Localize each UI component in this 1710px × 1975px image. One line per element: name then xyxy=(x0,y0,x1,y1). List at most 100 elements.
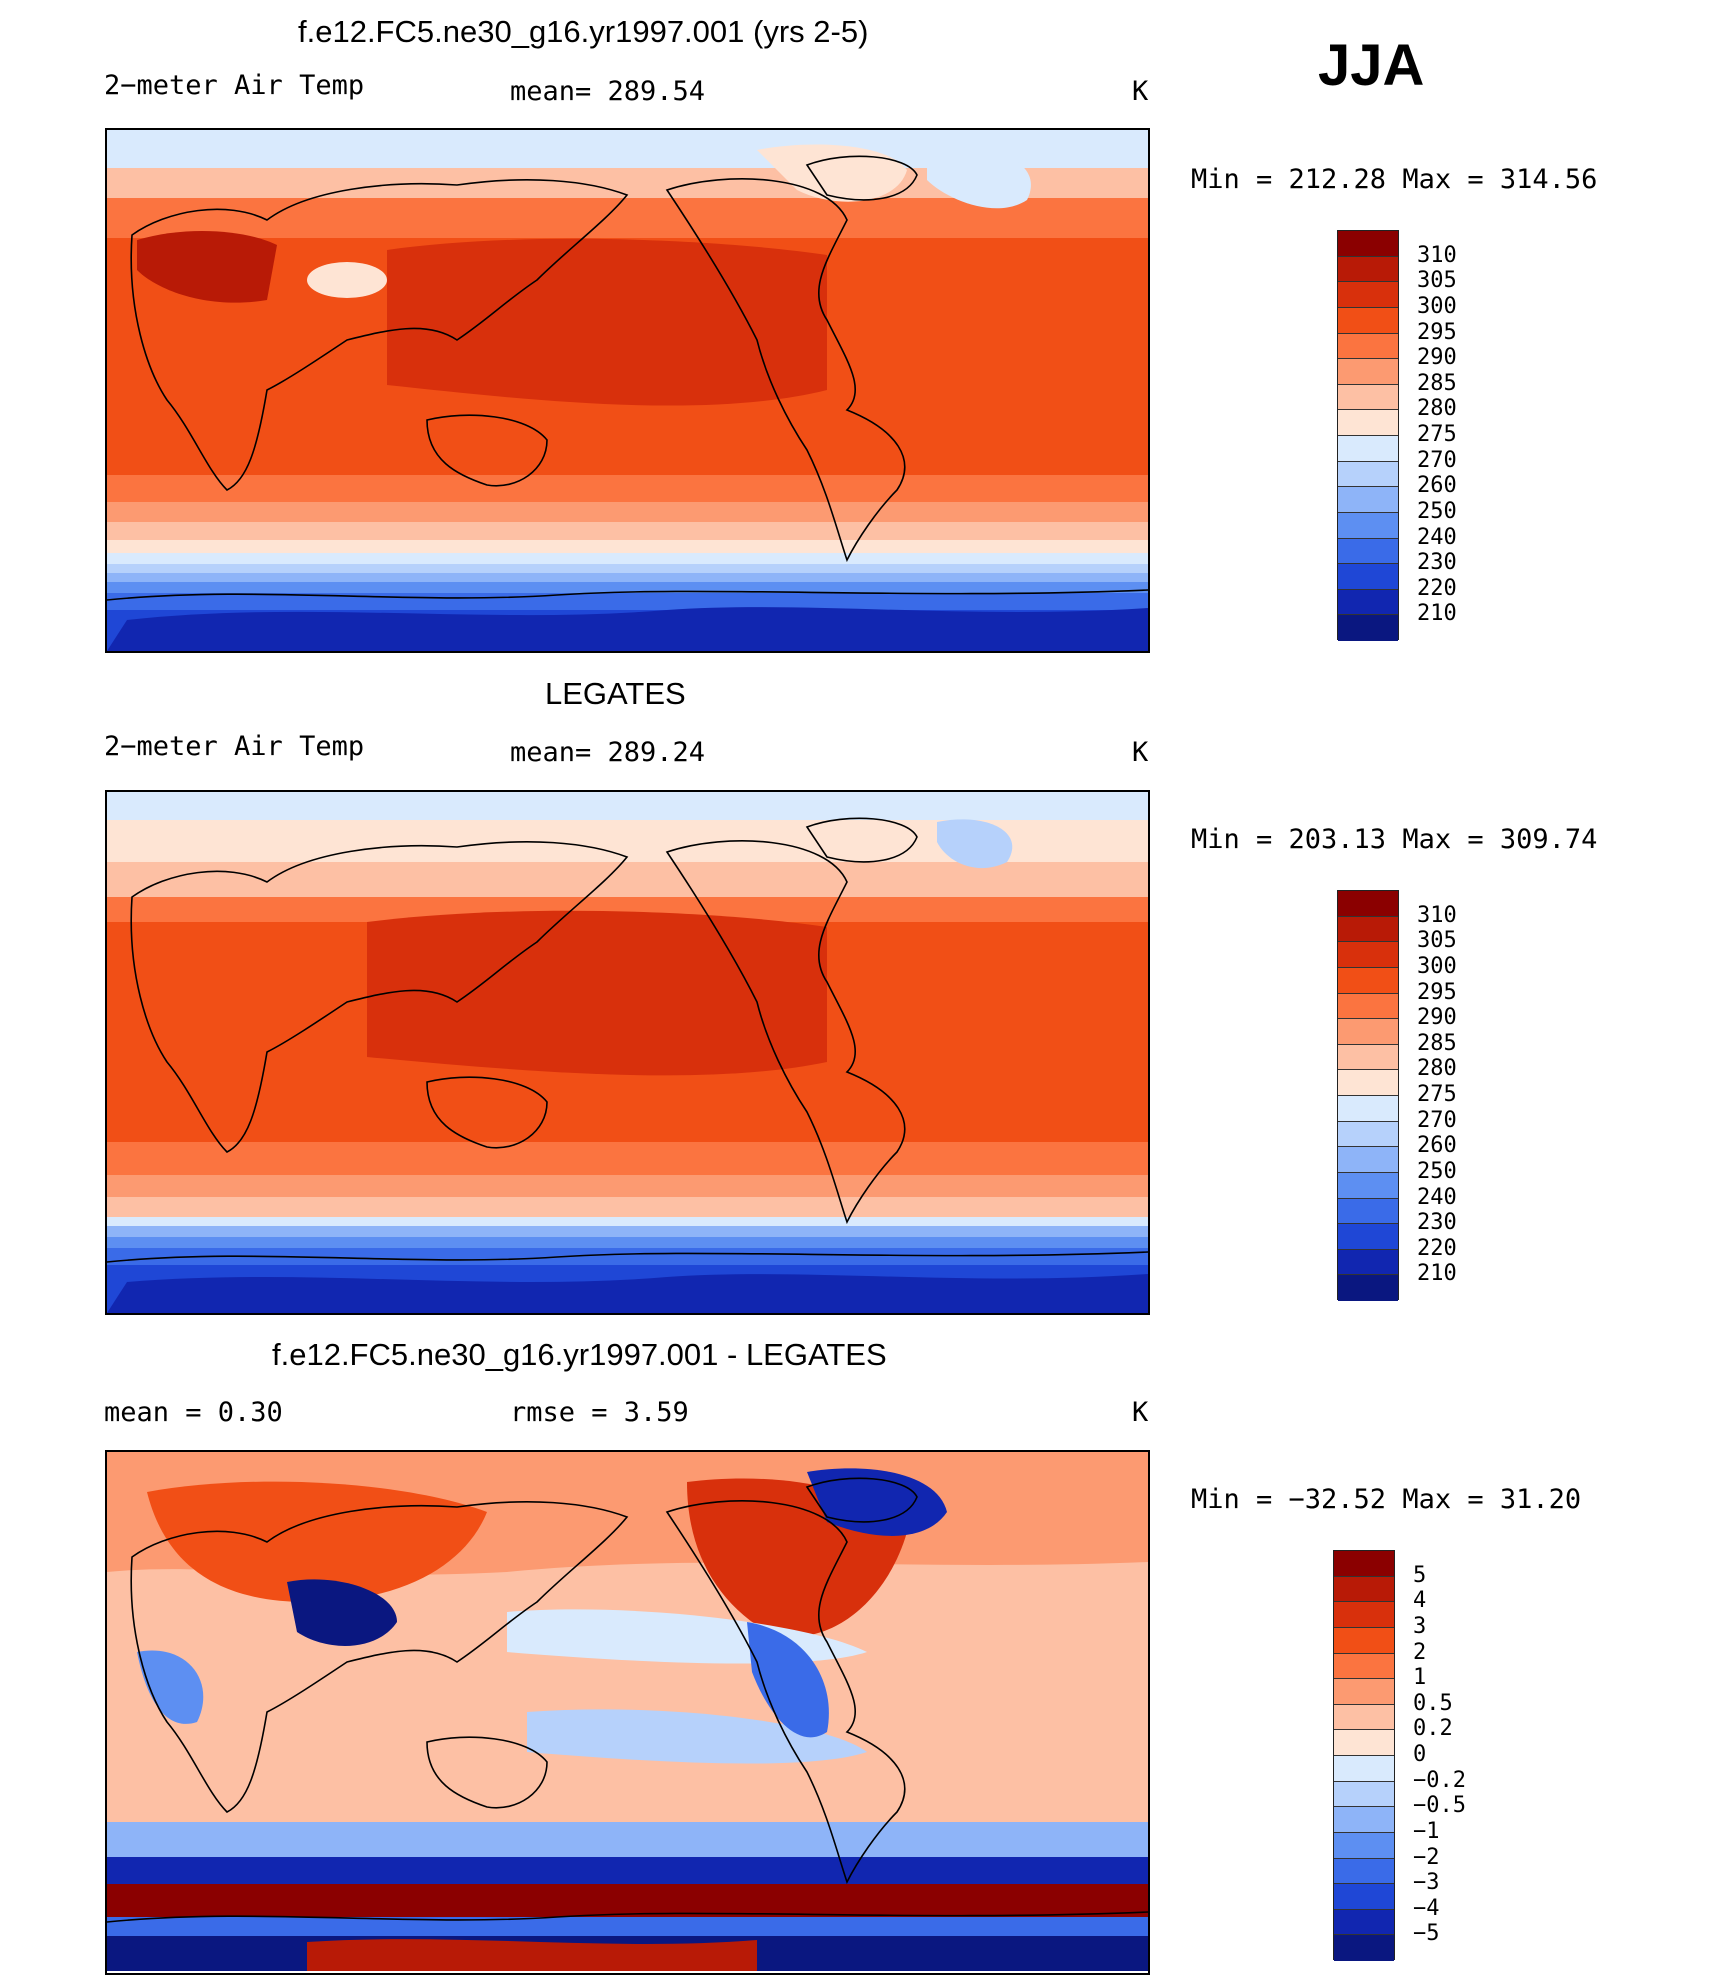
colorbar-tick-label: −0.2 xyxy=(1413,1767,1466,1793)
colorbar: 310 305 300 295 290 285 280 275 270 260 250 240 230 2… xyxy=(1337,230,1517,645)
colorbar-swatch xyxy=(1338,589,1398,616)
colorbar-swatch xyxy=(1334,1909,1394,1936)
colorbar-swatch xyxy=(1334,1807,1394,1833)
colorbar-swatch xyxy=(1338,1198,1398,1225)
colorbar-tick-label: 2 xyxy=(1413,1639,1427,1665)
colorbar-swatch xyxy=(1338,384,1398,411)
colorbar-swatch xyxy=(1338,461,1398,488)
colorbar-tick-label: 0.5 xyxy=(1413,1690,1453,1716)
colorbar-tick-label: 300 xyxy=(1417,293,1457,319)
colorbar-swatch xyxy=(1338,916,1398,943)
panel-title: f.e12.FC5.ne30_g16.yr1997.001 (yrs 2-5) xyxy=(298,14,869,49)
colorbar-tick-label: −5 xyxy=(1413,1921,1440,1947)
colorbar-swatch xyxy=(1334,1653,1394,1680)
colorbar-tick-label: 310 xyxy=(1417,242,1457,268)
colorbar-tick-label: 220 xyxy=(1417,575,1457,601)
colorbar-tick-label: 230 xyxy=(1417,1210,1457,1236)
colorbar-tick-label: −3 xyxy=(1413,1870,1440,1896)
mean-label: mean= 289.24 xyxy=(510,737,706,768)
colorbar-swatch xyxy=(1338,1172,1398,1199)
colorbar-swatch xyxy=(1334,1781,1394,1808)
colorbar: 310 305 300 295 290 285 280 275 270 260 250 240 230 2… xyxy=(1337,890,1517,1305)
colorbar-swatch xyxy=(1338,410,1398,436)
units-label: K xyxy=(1132,1397,1149,1428)
colorbar-tick-label: 275 xyxy=(1417,1082,1457,1107)
colorbar-swatch xyxy=(1334,1884,1394,1910)
colorbar-tick-label: 290 xyxy=(1417,1005,1457,1031)
colorbar-tick-label: 305 xyxy=(1417,268,1457,294)
colorbar-swatch xyxy=(1338,256,1398,283)
colorbar-swatch xyxy=(1334,1679,1394,1705)
colorbar-tick-label: 305 xyxy=(1417,928,1457,954)
colorbar-swatch xyxy=(1338,282,1398,308)
colorbar-tick-label: 275 xyxy=(1417,422,1457,447)
colorbar-swatches xyxy=(1333,1550,1395,1961)
colorbar-swatch xyxy=(1338,615,1398,641)
colorbar-tick-label: 295 xyxy=(1417,319,1457,345)
panel-title: f.e12.FC5.ne30_g16.yr1997.001 - LEGATES xyxy=(272,1337,887,1372)
colorbar-swatch xyxy=(1338,487,1398,513)
variable-label: 2−meter Air Temp xyxy=(104,70,365,101)
colorbar-swatch xyxy=(1338,512,1398,539)
rmse-label: rmse = 3.59 xyxy=(510,1397,689,1428)
colorbar-tick-label: 290 xyxy=(1417,345,1457,371)
colorbar-tick-label: 240 xyxy=(1417,524,1457,550)
colorbar-tick-label: 4 xyxy=(1413,1588,1427,1614)
colorbar-tick-label: −0.5 xyxy=(1413,1793,1466,1819)
colorbar-tick-label: −1 xyxy=(1413,1818,1440,1844)
colorbar-tick-label: 270 xyxy=(1417,1107,1457,1133)
colorbar-swatch xyxy=(1338,333,1398,360)
season-label: JJA xyxy=(1318,33,1425,98)
colorbar-tick-label: 285 xyxy=(1417,1030,1457,1056)
colorbar-swatch xyxy=(1334,1551,1394,1577)
colorbar-swatch xyxy=(1334,1730,1394,1756)
colorbar-swatch xyxy=(1334,1602,1394,1628)
colorbar: 5 4 3 2 1 0.5 0.2 0 −0.2 −0.5 −1 −2 −3 −4 −5 xyxy=(1333,1550,1513,1965)
colorbar-tick-label: 0 xyxy=(1413,1742,1427,1767)
range-label: Min = 203.13 Max = 309.74 xyxy=(1191,824,1598,855)
colorbar-swatch xyxy=(1334,1576,1394,1603)
colorbar-swatches xyxy=(1337,230,1399,641)
colorbar-tick-label: 260 xyxy=(1417,1133,1457,1159)
map-field xyxy=(107,130,1148,651)
colorbar-swatch xyxy=(1334,1832,1394,1859)
colorbar-swatch xyxy=(1338,538,1398,565)
colorbar-swatch xyxy=(1338,564,1398,590)
colorbar-tick-label: 0.2 xyxy=(1413,1716,1453,1742)
colorbar-swatch xyxy=(1338,359,1398,385)
colorbar-swatch xyxy=(1338,1070,1398,1096)
colorbar-swatch xyxy=(1338,993,1398,1020)
units-label: K xyxy=(1132,76,1149,107)
colorbar-swatch xyxy=(1338,891,1398,917)
range-label: Min = −32.52 Max = 31.20 xyxy=(1191,1484,1582,1515)
colorbar-tick-label: 220 xyxy=(1417,1235,1457,1261)
colorbar-tick-label: 210 xyxy=(1417,601,1457,627)
difference-map xyxy=(105,1450,1150,1975)
temperature-map xyxy=(105,128,1150,653)
colorbar-tick-label: 280 xyxy=(1417,1056,1457,1082)
colorbar-tick-label: 230 xyxy=(1417,550,1457,576)
colorbar-tick-label: 5 xyxy=(1413,1562,1427,1588)
colorbar-swatch xyxy=(1338,1275,1398,1301)
colorbar-tick-label: 3 xyxy=(1413,1613,1427,1639)
units-label: K xyxy=(1132,737,1149,768)
range-label: Min = 212.28 Max = 314.56 xyxy=(1191,164,1598,195)
colorbar-swatch xyxy=(1338,1147,1398,1173)
colorbar-tick-label: 260 xyxy=(1417,473,1457,499)
panel-title: LEGATES xyxy=(545,676,686,711)
colorbar-swatch xyxy=(1334,1704,1394,1731)
colorbar-tick-label: 210 xyxy=(1417,1261,1457,1287)
colorbar-swatch xyxy=(1338,231,1398,257)
colorbar-swatch xyxy=(1338,1224,1398,1250)
map-field xyxy=(107,792,1148,1313)
colorbar-swatch xyxy=(1338,1044,1398,1071)
colorbar-tick-label: 250 xyxy=(1417,498,1457,524)
colorbar-tick-label: −2 xyxy=(1413,1844,1440,1870)
variable-label: 2−meter Air Temp xyxy=(104,731,365,762)
colorbar-swatch xyxy=(1338,436,1398,462)
colorbar-tick-label: 1 xyxy=(1413,1665,1427,1691)
mean-label: mean= 289.54 xyxy=(510,76,706,107)
colorbar-tick-label: 240 xyxy=(1417,1184,1457,1210)
colorbar-swatches xyxy=(1337,890,1399,1301)
colorbar-tick-label: 285 xyxy=(1417,370,1457,396)
